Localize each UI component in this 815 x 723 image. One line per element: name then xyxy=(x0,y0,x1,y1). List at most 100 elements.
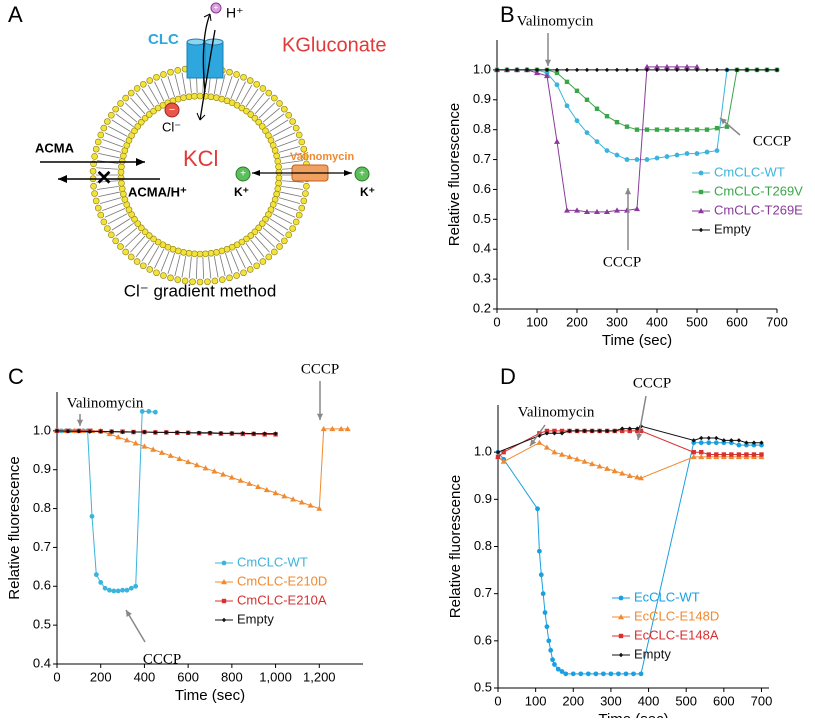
lipid-head xyxy=(265,211,272,218)
marker xyxy=(694,63,700,70)
marker xyxy=(654,63,660,70)
marker xyxy=(552,662,557,667)
y-tick-label: 0.8 xyxy=(473,121,491,136)
lipid-head xyxy=(117,243,124,250)
marker xyxy=(664,67,670,73)
marker xyxy=(504,67,510,73)
lipid-head xyxy=(273,152,280,160)
lipid-head xyxy=(117,100,124,107)
marker xyxy=(724,67,730,73)
outside-label: KGluconate xyxy=(282,34,387,56)
lipid-tail xyxy=(115,113,134,128)
lipid-head xyxy=(150,107,157,115)
legend-label: CmCLC-T269E xyxy=(714,202,803,217)
arrow-head xyxy=(544,59,552,66)
marker xyxy=(627,428,632,434)
marker xyxy=(614,67,620,73)
lipid-tail xyxy=(141,242,155,262)
x-tick-label: 500 xyxy=(686,314,708,329)
chloride-label: Cl⁻ xyxy=(162,119,181,134)
marker xyxy=(109,429,114,434)
marker xyxy=(624,157,630,162)
marker xyxy=(584,67,590,73)
lipid-head xyxy=(167,68,174,76)
plus: + xyxy=(240,169,246,180)
x-axis-label: Time (sec) xyxy=(598,711,668,718)
lipid-tail xyxy=(147,245,160,266)
lipid-head xyxy=(174,276,182,283)
marker xyxy=(329,425,336,432)
arrow-head xyxy=(58,175,67,183)
lipid-tail xyxy=(135,92,150,111)
lipid-tail xyxy=(167,252,176,275)
lipid-tail xyxy=(147,84,160,105)
lipid-head xyxy=(160,272,167,279)
lipid-tail xyxy=(107,125,128,137)
marker xyxy=(674,67,680,73)
legend-label: CmCLC-E210A xyxy=(237,592,327,607)
marker xyxy=(614,119,620,125)
marker xyxy=(534,69,540,76)
lipid-head xyxy=(120,190,127,198)
lipid-tail xyxy=(160,78,170,100)
marker xyxy=(624,67,630,73)
lipid-tail xyxy=(96,180,119,183)
marker xyxy=(551,449,558,455)
panel-label: B xyxy=(500,2,515,27)
marker xyxy=(581,458,588,464)
x-tick-label: 0 xyxy=(494,693,501,708)
marker xyxy=(229,430,235,436)
marker xyxy=(574,67,580,73)
marker xyxy=(152,409,158,415)
marker xyxy=(307,502,314,508)
lipid-head xyxy=(128,132,135,139)
marker xyxy=(514,67,520,73)
lipid-tail xyxy=(280,191,302,198)
x-tick-label: 400 xyxy=(134,669,156,684)
marker xyxy=(338,425,345,432)
lipid-head xyxy=(274,185,282,193)
x-tick-label: 400 xyxy=(646,314,668,329)
lipid-tail xyxy=(174,254,181,277)
marker xyxy=(734,67,740,73)
marker xyxy=(729,452,734,457)
marker xyxy=(93,572,99,578)
marker xyxy=(537,548,542,554)
marker xyxy=(691,440,697,446)
marker xyxy=(237,477,244,483)
x-tick-label: 0 xyxy=(493,314,500,329)
lipid-tail xyxy=(258,102,276,119)
lipid-head xyxy=(262,215,269,223)
arrow-head xyxy=(316,413,324,420)
lipid-head xyxy=(246,266,254,273)
marker xyxy=(146,409,152,414)
marker xyxy=(620,428,625,434)
marker xyxy=(495,454,501,460)
legend-marker xyxy=(221,617,227,623)
marker xyxy=(594,208,600,215)
legend-label: EcCLC-E148A xyxy=(634,627,719,642)
lipid-head xyxy=(145,111,153,118)
lipid-head xyxy=(281,105,288,113)
marker xyxy=(706,452,711,457)
lipid-head xyxy=(255,224,263,232)
lipid-tail xyxy=(98,152,120,159)
potassium-icon xyxy=(235,166,251,182)
lipid-tail xyxy=(276,202,298,211)
marker xyxy=(698,453,705,460)
lipid-head xyxy=(191,92,198,100)
marker xyxy=(714,435,719,441)
lipid-tail xyxy=(154,81,165,102)
lipid-tail xyxy=(154,248,165,269)
lipid-tail xyxy=(269,119,289,132)
marker xyxy=(123,437,130,443)
annotation: CCCP xyxy=(633,375,671,391)
lipid-head xyxy=(298,204,306,212)
lipid-head xyxy=(240,73,247,81)
lipid-head xyxy=(259,85,267,92)
x-tick-label: 300 xyxy=(600,693,622,708)
lipid-head xyxy=(104,118,111,125)
lipid-tail xyxy=(213,255,219,278)
lipid-head xyxy=(91,153,98,160)
potassium-out-label: K⁺ xyxy=(360,185,375,199)
